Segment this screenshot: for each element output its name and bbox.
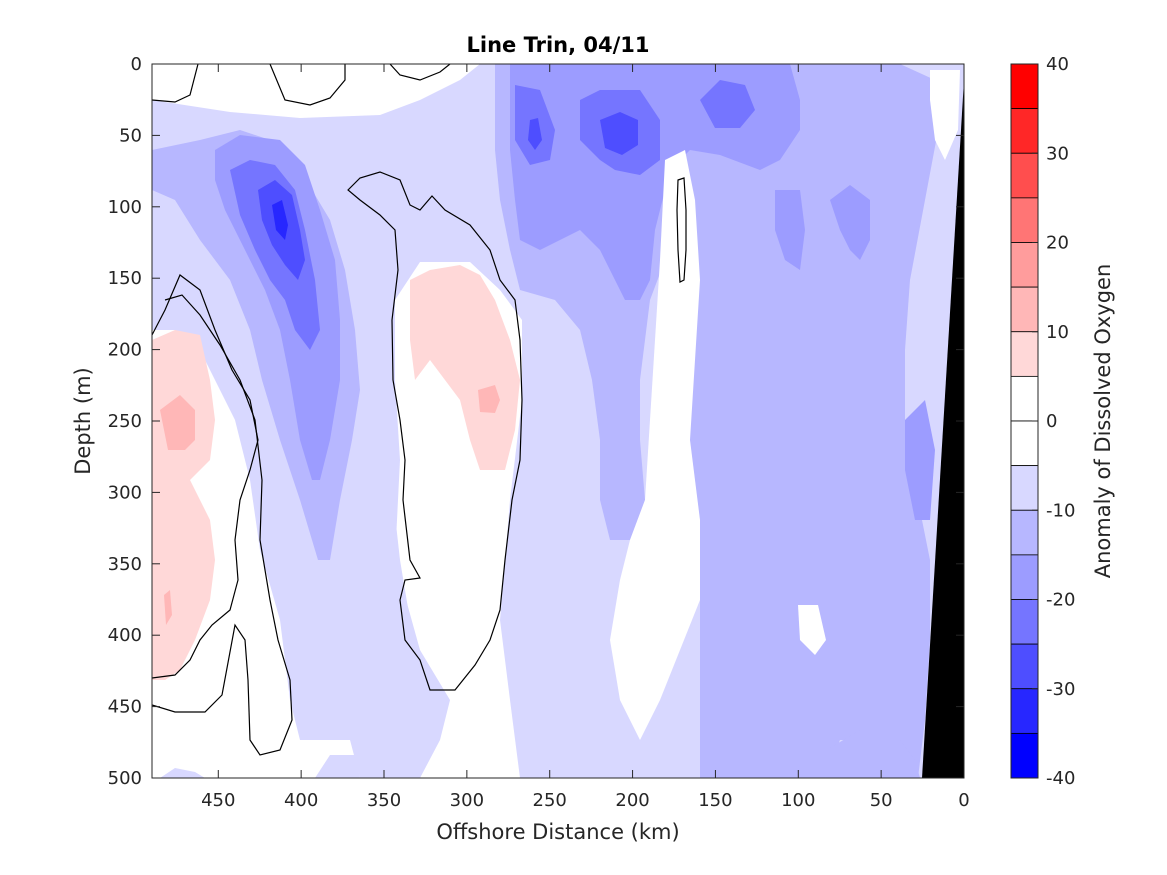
colorbar-tick-label: 30 [1046, 143, 1069, 164]
y-axis-label: Depth (m) [71, 367, 95, 474]
colorbar-swatch [1010, 554, 1039, 600]
contour-region-salmon-mid [478, 385, 500, 413]
colorbar-label: Anomaly of Dissolved Oxygen [1091, 264, 1115, 579]
colorbar-tick-label: 20 [1046, 233, 1069, 254]
zero-contour-line [676, 177, 687, 283]
colorbar-tick-label: 40 [1046, 54, 1069, 75]
contour-region-light-blue-bottom-left [160, 768, 205, 778]
colorbar-tick-label: 10 [1046, 322, 1069, 343]
contour-region-white-col [610, 150, 700, 740]
zero-contour-line [152, 64, 199, 103]
y-tick-label: 500 [108, 768, 142, 789]
contour-region-white-right2 [930, 70, 960, 160]
x-tick-label: 450 [201, 790, 235, 811]
colorbar-tick-label: 0 [1046, 411, 1057, 432]
y-tick-label: 100 [108, 197, 142, 218]
contour-region-blue-5-top-a [528, 118, 542, 150]
contour-region-salmon-left [160, 395, 195, 450]
x-tick-label: 150 [698, 790, 732, 811]
x-tick-label: 100 [781, 790, 815, 811]
zero-contour-line [389, 64, 451, 81]
colorbar-ticks: 40 30 20 10 0 -10 -20 -30 -40 [1032, 54, 1075, 789]
y-tick-label: 350 [108, 554, 142, 575]
x-axis-label: Offshore Distance (km) [436, 820, 679, 844]
colorbar-swatch [1010, 643, 1039, 690]
x-tick-label: 350 [367, 790, 401, 811]
colorbar-tick-label: -30 [1046, 679, 1075, 700]
contour-region-blue-6-left [272, 200, 288, 240]
x-axis-ticks: 450 400 350 300 250 200 150 100 50 0 [201, 64, 970, 811]
colorbar-swatch [1010, 286, 1039, 333]
contour-region-salmon-left-2 [164, 590, 172, 625]
zero-contour-layer [152, 64, 687, 756]
colorbar-swatch [1010, 331, 1039, 377]
colorbar-swatch [1010, 375, 1039, 422]
x-tick-label: 400 [284, 790, 318, 811]
y-tick-label: 400 [108, 625, 142, 646]
colorbar-swatch [1010, 108, 1039, 154]
contour-region-blue-3-right2 [775, 190, 805, 270]
x-tick-label: 300 [450, 790, 484, 811]
colorbar-swatch [1010, 509, 1039, 556]
seafloor-bathymetry [922, 80, 964, 778]
colorbar-tick-label: -40 [1046, 768, 1075, 789]
contour-region-blue-5-top-b [600, 112, 638, 155]
contour-region-blue-4-left [230, 160, 320, 350]
y-tick-label: 200 [108, 340, 142, 361]
colorbar [1010, 63, 1039, 779]
y-axis-ticks: 0 50 100 150 200 250 300 350 400 450 500 [108, 54, 964, 789]
contour-region-blue-3-right3 [905, 400, 935, 520]
y-tick-label: 300 [108, 482, 142, 503]
y-tick-label: 450 [108, 697, 142, 718]
contour-region-light-blue-bottom-mid [315, 755, 360, 778]
colorbar-swatch [1010, 242, 1039, 288]
chart-title: Line Trin, 04/11 [466, 33, 649, 57]
zero-contour-line [347, 171, 523, 691]
colorbar-tick-label: -20 [1046, 590, 1075, 611]
colorbar-swatch [1010, 197, 1039, 243]
contour-region-blue-2-bottom-right [825, 730, 920, 778]
x-tick-label: 250 [533, 790, 567, 811]
contour-region-blue-3-right [830, 185, 870, 260]
colorbar-swatch [1010, 599, 1039, 645]
colorbar-swatch [1010, 732, 1039, 779]
y-tick-label: 50 [119, 125, 142, 146]
colorbar-swatch [1010, 420, 1039, 467]
x-tick-label: 0 [958, 790, 969, 811]
colorbar-tick-label: -10 [1046, 500, 1075, 521]
colorbar-swatch [1010, 63, 1039, 110]
zero-contour-line [152, 294, 293, 756]
colorbar-swatch [1010, 465, 1039, 511]
contour-region-blue-4-top-c [700, 80, 755, 128]
contour-region-white-right [798, 605, 826, 655]
zero-contour-line [152, 274, 259, 679]
contour-region-pink-mid [410, 265, 520, 470]
y-tick-label: 0 [131, 54, 142, 75]
y-tick-label: 150 [108, 268, 142, 289]
x-tick-label: 200 [615, 790, 649, 811]
contour-fill-layer [152, 64, 964, 778]
colorbar-swatch [1010, 152, 1039, 199]
x-tick-label: 50 [870, 790, 893, 811]
y-tick-label: 250 [108, 411, 142, 432]
zero-contour-line [269, 64, 346, 106]
colorbar-swatch [1010, 688, 1039, 734]
